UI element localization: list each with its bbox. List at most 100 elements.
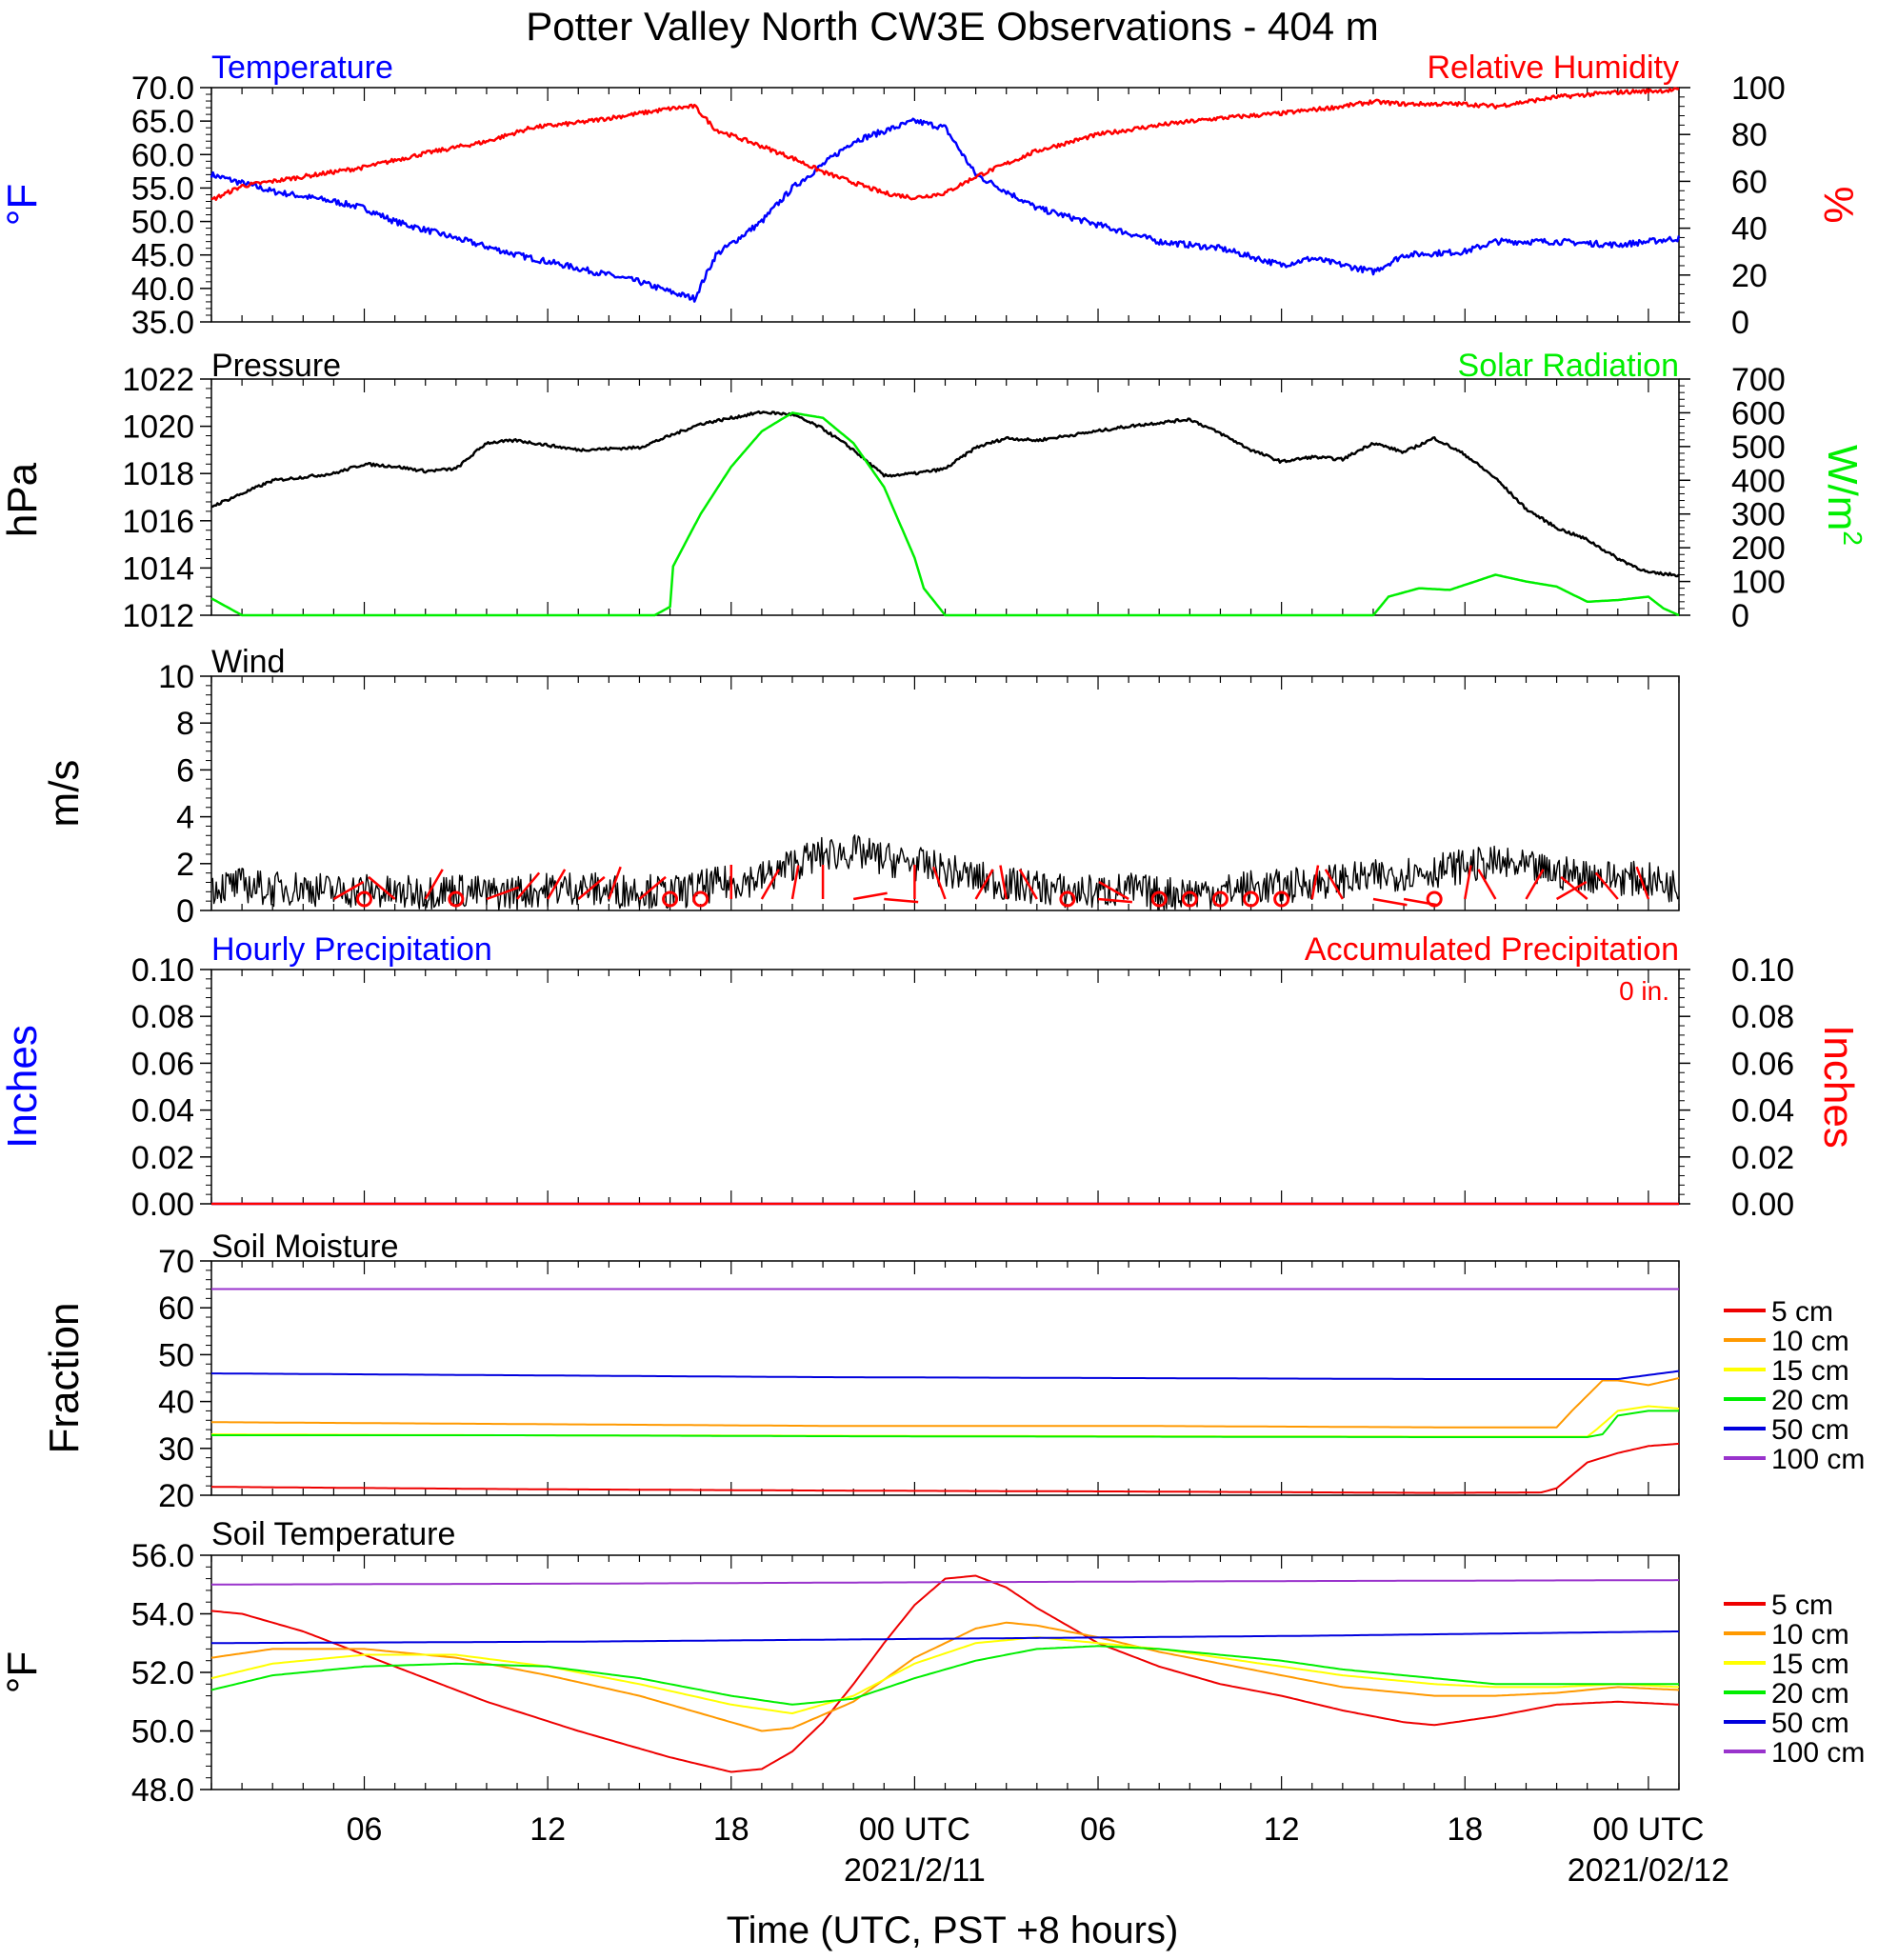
time-tick-label: 06 <box>347 1811 383 1848</box>
solar-title: Solar Radiation <box>1458 348 1679 384</box>
wind-barb <box>332 880 365 901</box>
wind-barb <box>1594 871 1619 900</box>
precip-ytick-label: 0.00 <box>131 1187 194 1223</box>
wind-ytick-label: 2 <box>176 847 194 883</box>
precip-ytick-label: 0.02 <box>131 1140 194 1176</box>
solar-line <box>210 411 1680 617</box>
temperature-title: Temperature <box>211 50 393 86</box>
wind-barb <box>852 891 888 901</box>
date-label: 2021/02/12 <box>1568 1852 1729 1889</box>
figure-title: Potter Valley North CW3E Observations - … <box>526 4 1379 49</box>
wind-barb <box>760 869 780 900</box>
temp-ytick-label: 50.0 <box>131 205 194 241</box>
time-tick-label: 18 <box>713 1811 749 1848</box>
precip-ytick-label: 0.08 <box>131 999 194 1035</box>
soil-moisture-legend-label: 50 cm <box>1771 1414 1849 1446</box>
precip-accum-ytick-right-label: 0.10 <box>1731 952 1794 989</box>
soil-moisture-legend-label: 5 cm <box>1771 1296 1833 1328</box>
soil-temp-ytick-label: 56.0 <box>131 1538 194 1574</box>
accum-precip-title: Accumulated Precipitation <box>1305 931 1679 968</box>
wind-barb <box>486 886 520 901</box>
wind-unit: m/s <box>41 760 88 828</box>
solar-ytick-right-label: 100 <box>1731 565 1786 601</box>
rh-ytick-right-label: 20 <box>1731 258 1768 294</box>
rh-ytick-right-label: 60 <box>1731 164 1768 200</box>
soil-temp-unit: °F <box>0 1651 46 1693</box>
soil-temp-ytick-label: 48.0 <box>131 1772 194 1809</box>
precip-ytick-label: 0.06 <box>131 1046 194 1082</box>
soil-temp-legend-label: 15 cm <box>1771 1649 1849 1680</box>
wind-barb <box>1560 875 1588 900</box>
soil-temp-line <box>210 1574 1680 1773</box>
wind-barb <box>1372 897 1408 907</box>
wind-barb <box>1525 869 1545 900</box>
precip-accum-ytick-right-label: 0.00 <box>1731 1187 1794 1223</box>
calm-wind-circle <box>1243 890 1260 908</box>
solar-unit-superscript: 2 <box>1838 530 1868 546</box>
temp-ytick-label: 35.0 <box>131 305 194 341</box>
wind-speed-line <box>210 834 1680 911</box>
pressure-line <box>210 410 1680 578</box>
soil-temp-legend-label: 50 cm <box>1771 1708 1849 1739</box>
x-axis-label: Time (UTC, PST +8 hours) <box>727 1910 1179 1951</box>
wind-barb <box>424 869 444 900</box>
wind-barb <box>1635 866 1650 900</box>
date-label: 2021/2/11 <box>844 1852 986 1889</box>
soil-moisture-ytick-label: 30 <box>158 1431 194 1468</box>
pressure-ytick-label: 1014 <box>122 550 194 587</box>
calm-wind-circle <box>1181 890 1198 908</box>
time-tick-label: 18 <box>1447 1811 1483 1848</box>
wind-ytick-label: 10 <box>158 659 194 695</box>
wind-ytick-label: 0 <box>176 893 194 930</box>
wind-barb <box>1018 869 1038 900</box>
soil-moisture-ytick-label: 50 <box>158 1337 194 1373</box>
wind-barb <box>547 869 567 900</box>
wind-barb <box>884 897 919 904</box>
solar-ytick-right-label: 0 <box>1731 598 1749 634</box>
wind-barb <box>974 869 994 900</box>
solar-ytick-right-label: 400 <box>1731 463 1786 499</box>
wind-barb <box>608 866 622 900</box>
wind-barb <box>999 865 1008 900</box>
pressure-ytick-label: 1016 <box>122 504 194 540</box>
humidity-unit: % <box>1815 186 1862 223</box>
time-tick-label: 06 <box>1080 1811 1116 1848</box>
soil-moisture-line <box>211 1370 1680 1380</box>
calm-wind-circle <box>1059 890 1076 908</box>
temp-ytick-label: 55.0 <box>131 170 194 207</box>
soil-moisture-legend-label: 10 cm <box>1771 1326 1849 1357</box>
rh-ytick-right-label: 40 <box>1731 211 1768 248</box>
calm-wind-circle <box>1211 890 1229 908</box>
temp-rh-frame <box>210 87 1680 323</box>
soil-moisture-legend-label: 100 cm <box>1771 1444 1865 1475</box>
soil-temp-ytick-label: 50.0 <box>131 1714 194 1750</box>
time-tick-label: 00 UTC <box>1592 1811 1704 1848</box>
calm-wind-circle <box>662 890 679 908</box>
soil-temp-ytick-label: 54.0 <box>131 1597 194 1633</box>
solar-ytick-right-label: 300 <box>1731 497 1786 533</box>
rh-ytick-right-label: 0 <box>1731 305 1749 341</box>
calm-wind-circle <box>1273 890 1290 908</box>
wind-barb <box>1310 865 1320 900</box>
soil-temp-ytick-label: 52.0 <box>131 1655 194 1691</box>
precip-accum-ytick-right-label: 0.02 <box>1731 1140 1794 1176</box>
calm-wind-circle <box>356 890 373 908</box>
panels: Temperature Relative Humidity70.065.060.0… <box>0 50 1868 1809</box>
solar-ytick-right-label: 200 <box>1731 530 1786 567</box>
solar-ytick-right-label: 500 <box>1731 430 1786 466</box>
pressure-ytick-label: 1012 <box>122 598 194 634</box>
soil-temp-line <box>210 1630 1679 1645</box>
solar-ytick-right-label: 700 <box>1731 362 1786 398</box>
hourly-precip-unit: Inches <box>0 1025 46 1149</box>
precip-accum-ytick-right-label: 0.04 <box>1731 1093 1794 1130</box>
calm-wind-circle <box>1426 890 1443 908</box>
soil-moisture-line <box>210 1442 1680 1494</box>
humidity-title: Relative Humidity <box>1427 50 1679 86</box>
soil-moisture-line <box>211 1405 1680 1438</box>
soil-moisture-ytick-label: 70 <box>158 1244 194 1280</box>
wind-barb <box>368 875 396 900</box>
wind-barb <box>1324 869 1344 900</box>
soil-temp-legend-label: 20 cm <box>1771 1678 1849 1710</box>
calm-wind-circle <box>448 890 465 908</box>
